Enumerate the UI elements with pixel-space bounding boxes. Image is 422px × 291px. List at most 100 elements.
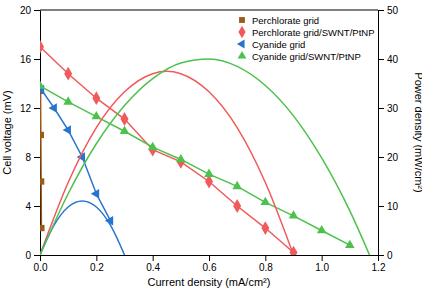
data-point [261,197,271,205]
plot-area [40,40,370,255]
data-point [148,142,158,150]
series-line [41,90,110,221]
tick-label: 0.2 [90,262,104,273]
tick-mark [209,255,210,261]
data-point [91,189,99,199]
tick-mark [378,10,384,11]
power-curve [40,71,294,255]
tick-mark [34,157,40,158]
tick-label: 1.0 [315,262,329,273]
y-axis-title: Cell voltage (mV) [1,90,13,174]
data-point [317,225,327,233]
tick-label: 30 [387,103,399,114]
tick-label: 10 [387,201,399,212]
tick-mark [34,10,40,11]
tick: 0.0 [34,255,48,273]
data-point [63,96,73,104]
tick-mark [378,108,384,109]
tick-label: 40 [387,54,399,65]
data-point [40,80,45,88]
tick: 10 [378,201,399,212]
tick-mark [378,206,384,207]
data-point [92,111,102,119]
data-point [64,67,72,81]
tick: 8 [25,152,40,163]
data-point [49,103,57,113]
data-point [40,225,45,231]
tick-label: 0.0 [34,262,48,273]
tick: 1.2 [372,255,386,273]
tick-mark [34,255,40,256]
chart: 0.00.20.40.60.81.01.20481216200102030405… [0,0,422,291]
tick-mark [378,157,384,158]
tick: 0 [25,250,40,261]
tick-label: 1.2 [372,262,386,273]
legend-item: Cyanide grid/SWNT/PtNP [238,51,361,62]
tick-label: 16 [20,54,32,65]
tick: 1.0 [315,255,329,273]
tick-mark [265,255,266,261]
legend-marker [238,26,245,38]
y2-axis-title: Power density (mW/cm²) [413,72,422,192]
data-point [232,181,242,189]
tick: 50 [378,5,399,16]
x-axis-title: Current density (mA/cm²) [148,276,271,288]
tick-mark [378,59,384,60]
legend-marker [238,51,247,59]
tick-label: 12 [20,103,32,114]
legend-label: Perchlorate grid [252,15,319,26]
tick: 4 [25,201,40,212]
legend: Perchlorate gridPerchlorate grid/SWNT/Pt… [237,15,375,62]
frame [40,10,378,11]
data-point [233,199,241,213]
tick-label: 0.8 [259,262,273,273]
tick-label: 0 [25,250,31,261]
data-point [176,154,186,162]
y2-axis-line [378,11,379,256]
data-point [120,126,130,134]
tick: 30 [378,103,399,114]
tick: 40 [378,54,399,65]
tick-label: 8 [25,152,31,163]
tick-mark [322,255,323,261]
y-axis: 0 4 8 12 16 20 [20,5,41,261]
legend-item: Perchlorate grid/SWNT/PtNP [238,26,374,38]
data-point [63,125,71,135]
legend-marker [239,17,245,23]
data-point [261,221,269,235]
legend-label: Cyanide grid/SWNT/PtNP [252,51,361,62]
data-point [40,40,44,54]
legend-label: Cyanide grid [252,39,305,50]
tick-label: 0 [387,250,393,261]
tick-label: 50 [387,5,399,16]
tick-mark [34,108,40,109]
data-point [289,210,299,218]
series-line [40,91,42,228]
data-point [204,169,214,177]
tick: 16 [20,54,40,65]
tick-mark [96,255,97,261]
data-point [40,132,44,138]
tick: 0.8 [259,255,273,273]
legend-marker [237,40,245,49]
y2-axis: 0 10 20 30 40 50 [378,5,399,261]
tick-label: 20 [20,5,32,16]
tick-mark [40,255,41,261]
tick-mark [153,255,154,261]
tick-label: 20 [387,152,399,163]
legend-item: Cyanide grid [237,39,305,50]
tick-label: 0.4 [146,262,160,273]
tick: 0 [378,250,393,261]
tick-label: 0.6 [203,262,217,273]
tick: 20 [378,152,399,163]
data-point [345,240,355,248]
series-line [40,86,350,245]
tick: 0.2 [90,255,104,273]
tick: 0.6 [203,255,217,273]
legend-item: Perchlorate grid [239,15,319,26]
tick: 0.4 [146,255,160,273]
tick-label: 4 [25,201,31,212]
x-axis: 0.0 0.2 0.4 0.6 0.8 1.0 1.2 [34,255,386,273]
legend-label: Perchlorate grid/SWNT/PtNP [252,27,374,38]
data-point [92,91,100,105]
